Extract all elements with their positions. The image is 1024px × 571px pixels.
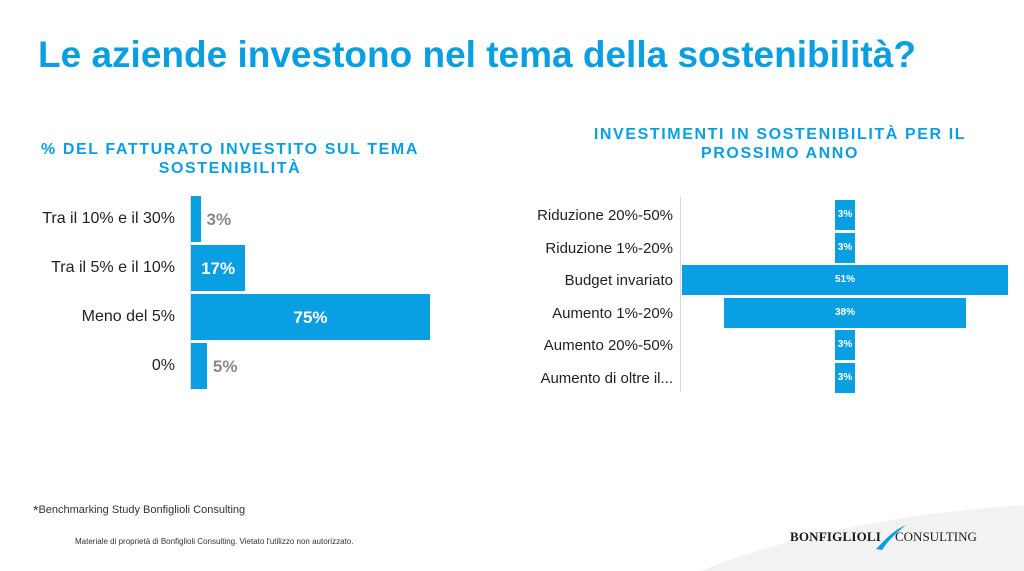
chart2-value-label: 3% [837,339,853,350]
footnote-text: Benchmarking Study Bonfiglioli Consultin… [38,504,246,516]
chart2-value-label: 38% [834,306,855,318]
copyright-notice: Materiale di proprietà di Bonfiglioli Co… [75,537,354,546]
chart2-title: INVESTIMENTI IN SOSTENIBILITÀ PER IL PRO… [593,126,967,162]
chart1-bar [191,343,207,389]
chart2-value-label: 3% [837,209,853,220]
chart2-bar [835,330,855,360]
footnote: *Benchmarking Study Bonfiglioli Consulti… [33,502,246,520]
chart2-value-label: 51% [834,274,855,285]
chart1-value-label: 17% [201,259,236,278]
corner-decoration [700,505,1024,571]
chart1-value-label: 75% [293,308,328,327]
chart1-bar [191,294,430,340]
chart1-category-label: Meno del 5% [81,308,175,325]
footnote-mark: * [33,502,39,518]
chart2-value-label: 3% [837,371,853,383]
company-logo: BONFIGLIOLI CONSULTING [790,523,980,553]
chart-investimenti-prossimo-anno: Riduzione 20%-50% 3% Riduzione 1%-20% 3% Bud… [480,195,1024,395]
logo-swoosh-icon [876,525,906,550]
chart-fatturato-investito: Tra il 10% e il 30% 3% Tra il 5% e il 10% 1… [0,190,480,400]
chart2-category-label: Aumento 1%-20% [552,304,673,322]
chart2-bar [682,265,1008,295]
chart2-category-label: Budget invariato [564,272,673,289]
chart1-value-label: 3% [206,210,232,229]
chart1-axis-line [190,194,191,390]
chart2-value-label: 3% [837,241,853,253]
chart1-bar [191,196,201,242]
chart1-category-label: 0% [151,357,175,374]
page-title: Le aziende investono nel tema della sost… [38,34,916,75]
logo-brand: BONFIGLIOLI [790,529,882,544]
chart1-category-label: Tra il 5% e il 10% [51,259,175,276]
chart1-bar [191,245,246,291]
chart2-axis-line [680,197,681,392]
chart1-category-label: Tra il 10% e il 30% [42,210,175,227]
chart2-category-label: Riduzione 1%-20% [545,239,673,257]
chart2-bar [835,200,855,230]
chart2-bar [835,362,855,393]
chart1-title: % DEL FATTURATO INVESTITO SUL TEMA SOSTE… [41,141,419,177]
logo-sub: CONSULTING [895,529,977,544]
chart1-value-label: 5% [212,357,238,376]
chart2-category-label: Aumento 20%-50% [543,337,673,354]
chart2-bar [835,232,855,263]
chart2-bar [723,297,967,328]
chart2-category-label: Riduzione 20%-50% [537,207,673,224]
chart2-category-label: Aumento di oltre il... [540,369,673,387]
